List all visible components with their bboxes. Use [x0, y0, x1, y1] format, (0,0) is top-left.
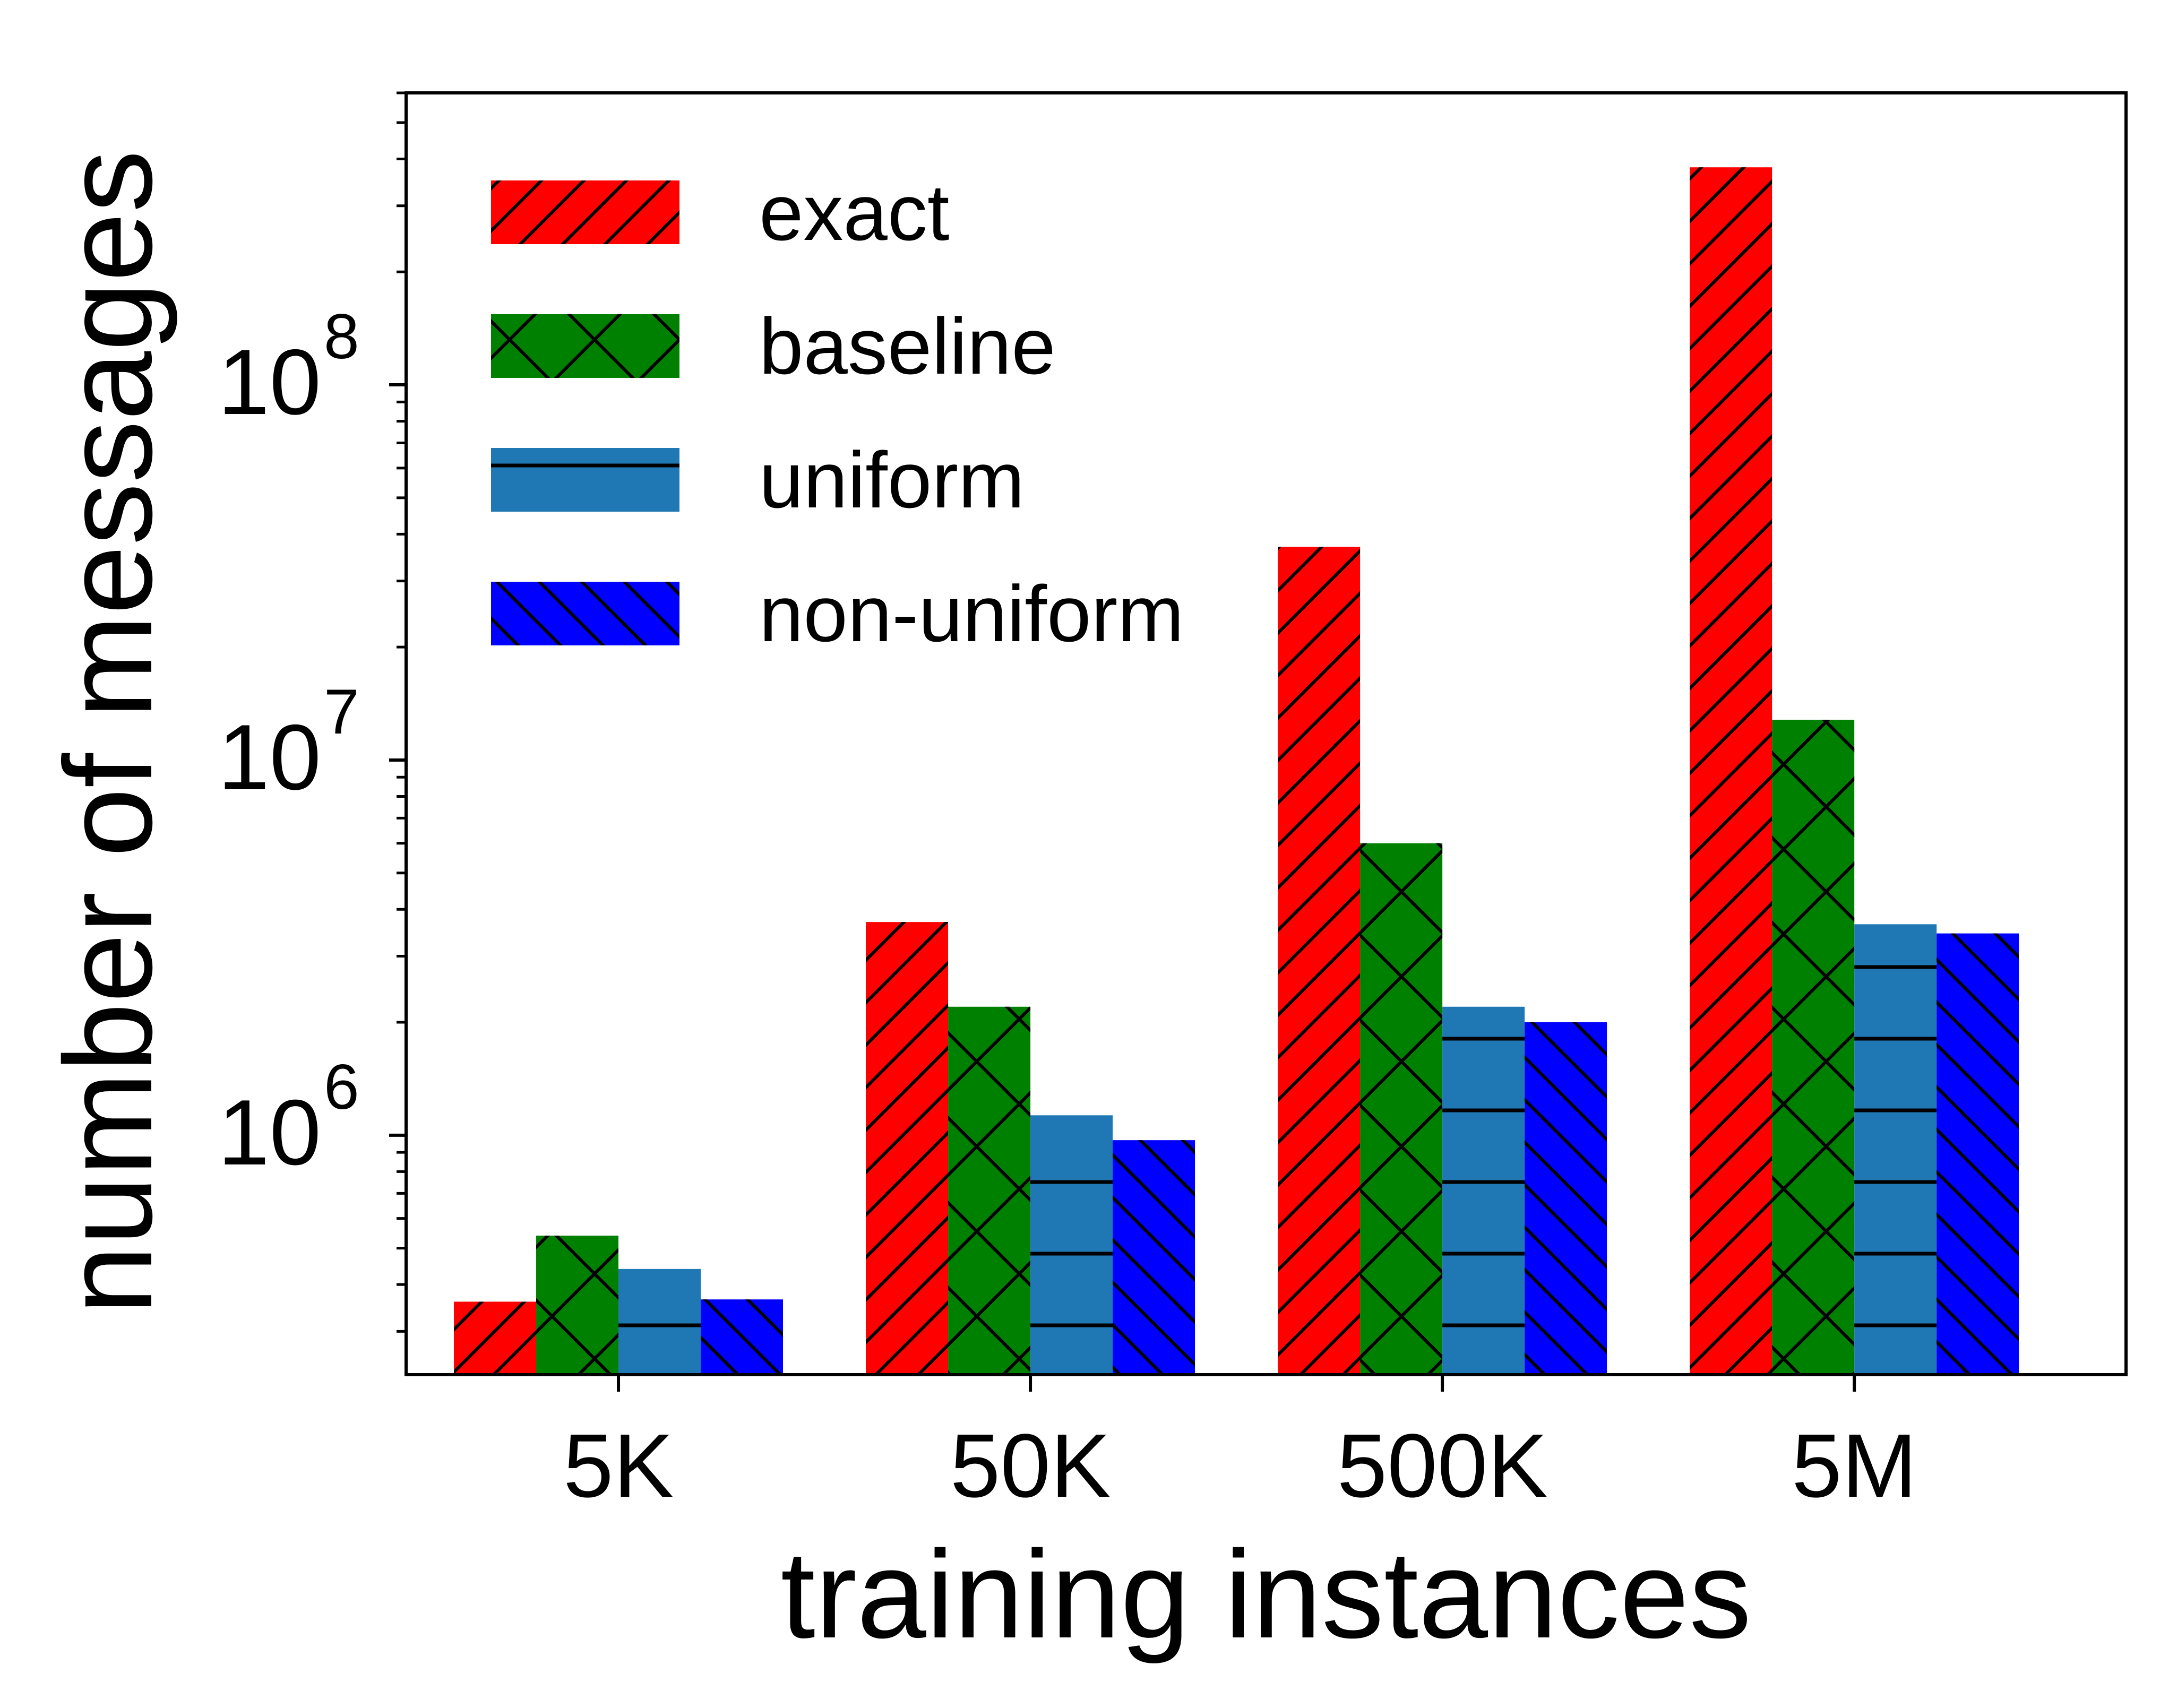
y-tick-label: 10	[218, 1081, 321, 1185]
legend-label-uniform: uniform	[759, 435, 1025, 524]
bar-hatch-non-uniform-50k	[1113, 1140, 1195, 1375]
bar-hatch-non-uniform-5m	[1937, 933, 2019, 1375]
legend-swatch-hatch-baseline	[491, 314, 679, 378]
bar-hatch-baseline-5k	[536, 1235, 619, 1375]
bar-hatch-baseline-5m	[1772, 720, 1855, 1375]
y-tick-label: 10	[218, 331, 321, 434]
bar-hatch-uniform-500k	[1442, 1006, 1525, 1375]
legend-swatch-hatch-non-uniform	[491, 582, 679, 645]
legend-label-baseline: baseline	[759, 301, 1056, 391]
bar-hatch-non-uniform-5k	[701, 1299, 784, 1375]
bar-hatch-non-uniform-500k	[1525, 1022, 1607, 1375]
bar-hatch-baseline-500k	[1360, 843, 1443, 1375]
bars-group	[454, 167, 2019, 1375]
bar-hatch-exact-500k	[1278, 547, 1361, 1375]
x-tick-label-5k: 5K	[563, 1416, 674, 1516]
bar-hatch-exact-50k	[866, 922, 949, 1375]
x-axis: 5K 50K 500K 5M	[563, 1375, 1917, 1516]
legend-swatch-hatch-uniform	[491, 448, 679, 512]
bar-hatch-uniform-5m	[1854, 924, 1937, 1375]
legend: exact baseline uniform non-uniform	[491, 168, 1184, 658]
legend-label-non-uniform: non-uniform	[759, 569, 1184, 658]
y-tick-label: 10	[218, 706, 321, 809]
x-axis-title: training instances	[781, 1524, 1752, 1664]
y-axis-title: number of messages	[38, 150, 178, 1315]
bar-hatch-uniform-5k	[618, 1269, 701, 1375]
legend-label-exact: exact	[759, 168, 950, 257]
legend-swatch-hatch-exact	[491, 180, 679, 244]
x-tick-label-5m: 5M	[1792, 1416, 1917, 1516]
y-tick-exponent: 7	[324, 676, 359, 747]
plot-frame	[405, 91, 2128, 1376]
y-tick-exponent: 6	[324, 1051, 359, 1123]
y-tick-exponent: 8	[324, 301, 359, 372]
bar-hatch-exact-5k	[454, 1301, 537, 1375]
x-tick-label-500k: 500K	[1337, 1416, 1548, 1516]
bar-hatch-uniform-50k	[1030, 1115, 1113, 1375]
bar-hatch-baseline-50k	[948, 1006, 1031, 1375]
x-tick-label-50k: 50K	[950, 1416, 1111, 1516]
bar-hatch-exact-5m	[1690, 167, 1772, 1375]
